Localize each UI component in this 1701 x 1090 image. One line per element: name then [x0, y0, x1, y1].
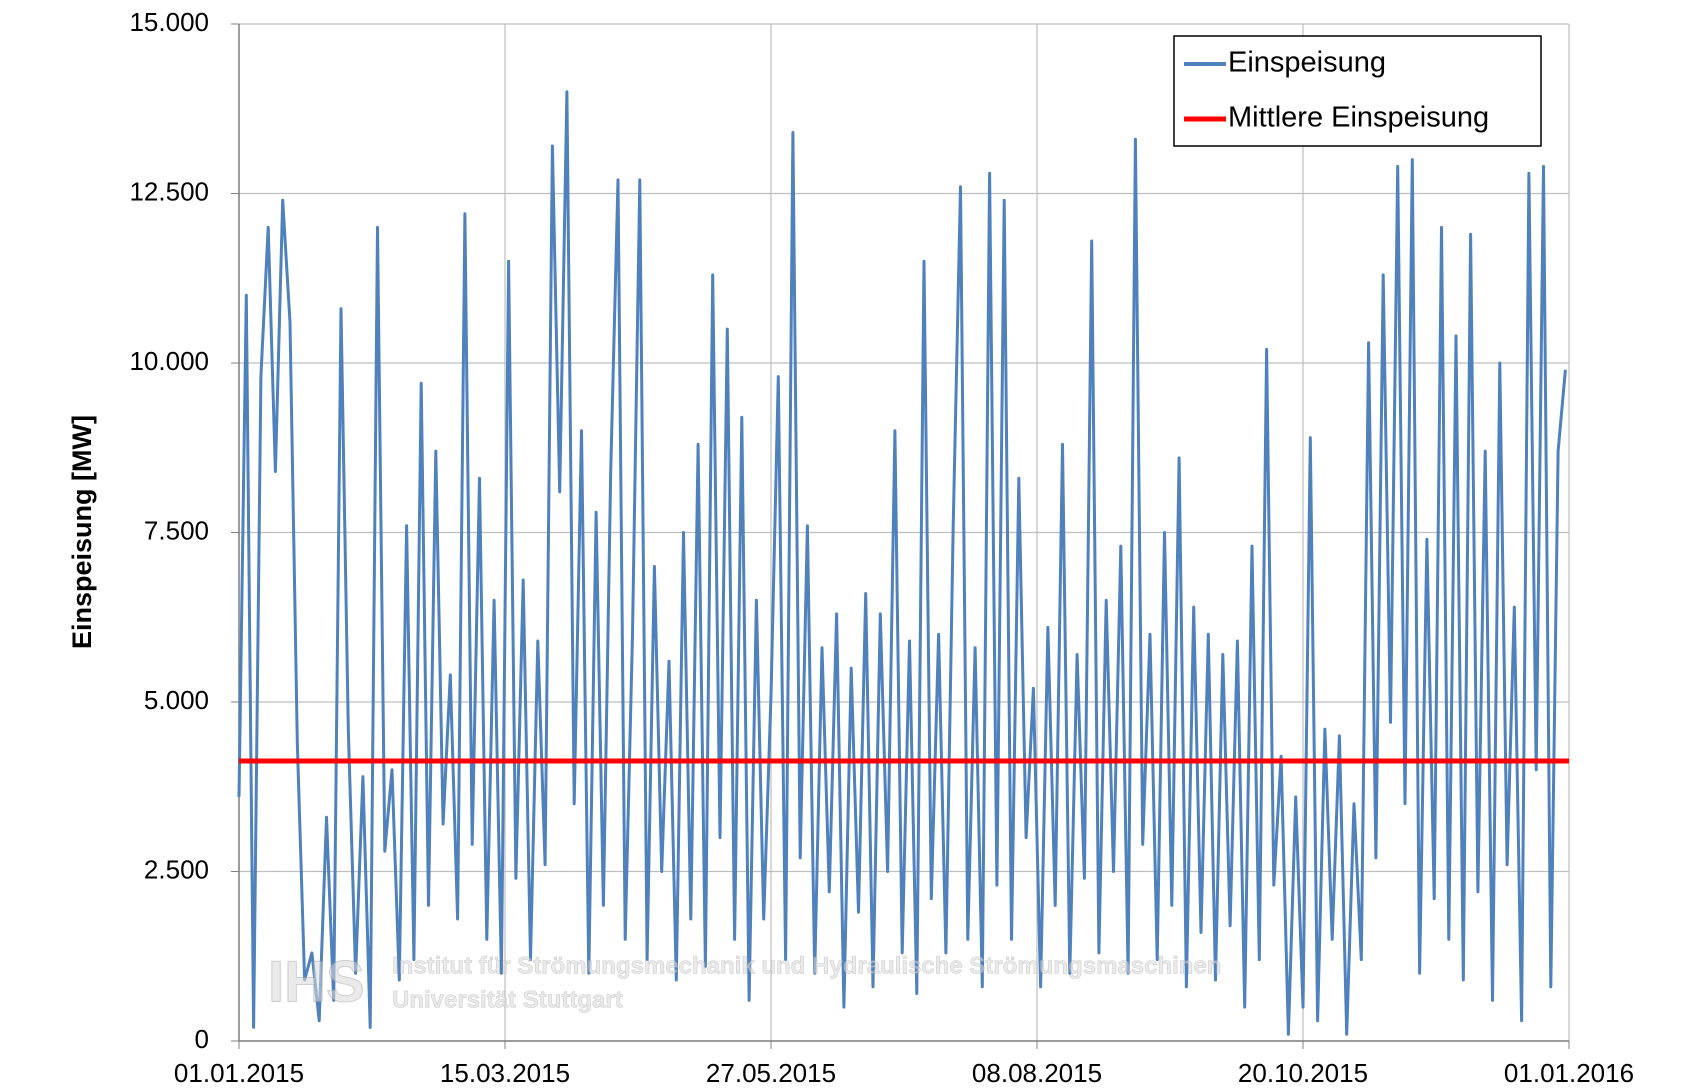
watermark-logo: IHS	[268, 949, 365, 1014]
y-axis-label: Einspeisung [MW]	[67, 415, 97, 649]
legend: Einspeisung Mittlere Einspeisung	[1173, 35, 1542, 147]
y-tick-label: 7.500	[144, 515, 209, 545]
legend-box	[1173, 35, 1542, 147]
x-tick-label: 08.08.2015	[972, 1058, 1102, 1088]
legend-label: Mittlere Einspeisung	[1228, 102, 1489, 134]
y-tick-label: 12.500	[129, 176, 209, 206]
x-tick-label: 01.01.2015	[174, 1058, 304, 1088]
watermark-line: Institut für Strömungsmechanik und Hydra…	[392, 952, 1221, 979]
watermark: IHS Institut für Strömungsmechanik und Hy…	[268, 949, 1222, 1015]
x-tick-label: 20.10.2015	[1238, 1058, 1368, 1088]
y-tick-label: 5.000	[144, 685, 209, 715]
y-tick-label: 2.500	[144, 854, 209, 884]
watermark-line: Universität Stuttgart	[392, 986, 623, 1013]
x-tick-label: 01.01.2016	[1504, 1058, 1634, 1088]
y-tick-label: 10.000	[129, 346, 209, 376]
legend-label: Einspeisung	[1228, 47, 1386, 79]
line-series	[237, 90, 1567, 1036]
x-tick-label: 27.05.2015	[706, 1058, 836, 1088]
y-tick-label: 15.000	[129, 7, 209, 37]
x-tick-label: 15.03.2015	[440, 1058, 570, 1088]
y-tick-label: 0	[195, 1024, 209, 1054]
